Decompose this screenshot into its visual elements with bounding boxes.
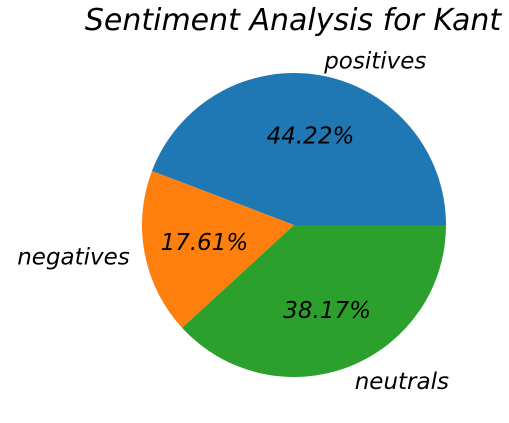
chart-title: Sentiment Analysis for Kant	[85, 3, 503, 38]
pie-pct-label-neutrals: 38.17%	[283, 298, 371, 324]
pie-pct-label-positives: 44.22%	[267, 123, 355, 149]
pie-slices	[142, 73, 446, 377]
pie-category-label-positives: positives	[323, 49, 426, 75]
pie-pct-label-negatives: 17.61%	[161, 230, 249, 256]
pie-category-label-neutrals: neutrals	[355, 369, 449, 395]
pie-category-label-negatives: negatives	[17, 245, 130, 271]
